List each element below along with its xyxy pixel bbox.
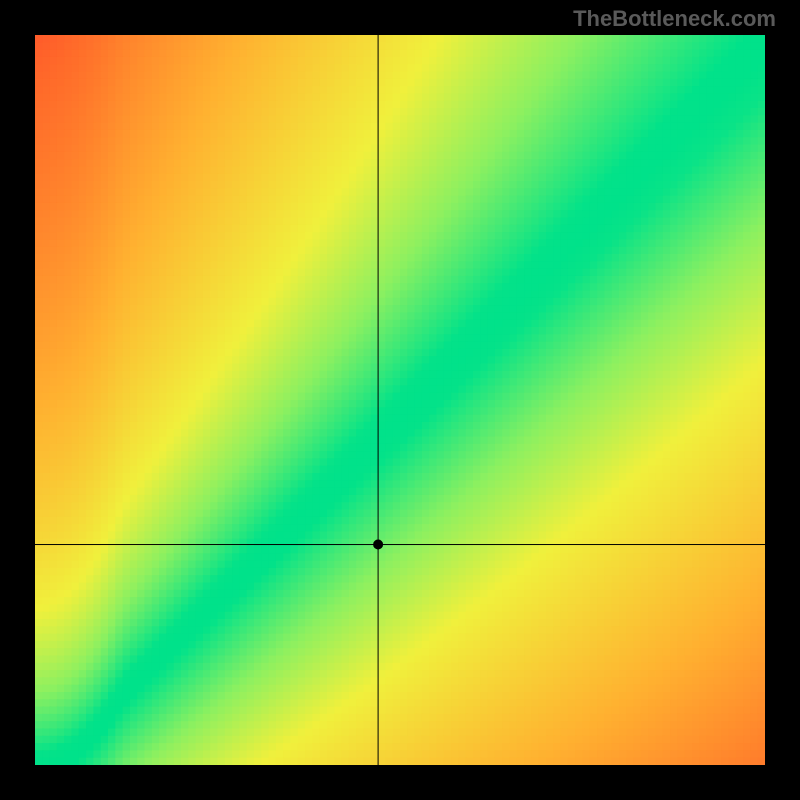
chart-container: TheBottleneck.com bbox=[0, 0, 800, 800]
heatmap-canvas bbox=[35, 35, 765, 765]
heatmap-area bbox=[35, 35, 765, 765]
watermark-text: TheBottleneck.com bbox=[573, 6, 776, 32]
